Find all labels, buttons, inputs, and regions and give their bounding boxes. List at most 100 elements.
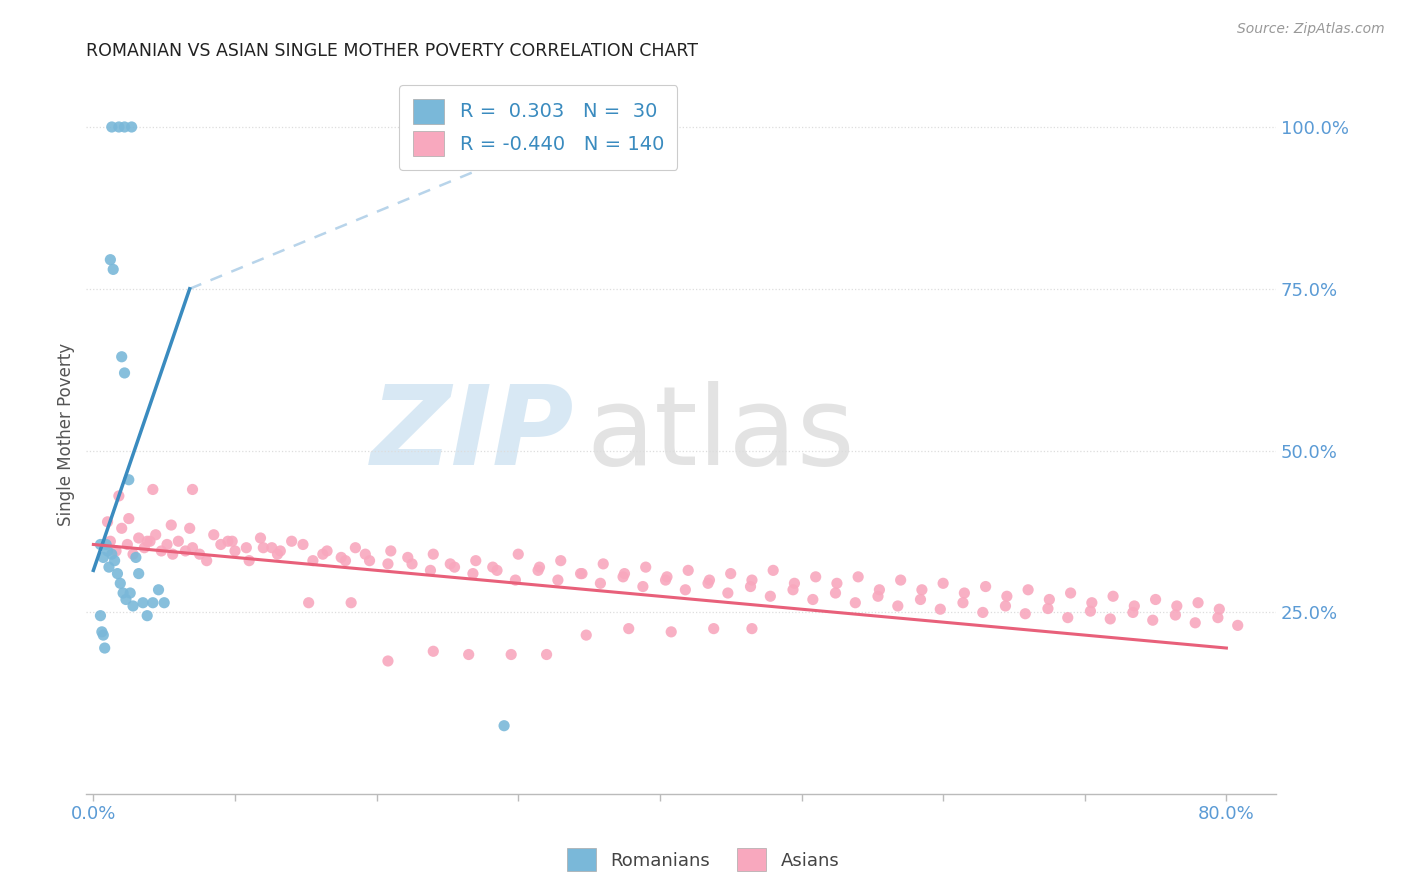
- Point: [592, 557, 614, 571]
- Point: [536, 648, 558, 662]
- Point: [1142, 613, 1164, 627]
- Point: [1144, 592, 1167, 607]
- Text: ZIP: ZIP: [371, 381, 574, 488]
- Point: [103, 262, 125, 277]
- Point: [181, 541, 204, 555]
- Point: [111, 350, 134, 364]
- Point: [96, 515, 118, 529]
- Point: [302, 554, 325, 568]
- Point: [136, 534, 159, 549]
- Point: [844, 596, 866, 610]
- Point: [612, 570, 634, 584]
- Point: [91, 550, 114, 565]
- Point: [128, 531, 150, 545]
- Point: [139, 534, 162, 549]
- Point: [396, 550, 419, 565]
- Point: [162, 547, 184, 561]
- Point: [422, 644, 444, 658]
- Point: [209, 537, 232, 551]
- Point: [824, 586, 846, 600]
- Point: [221, 534, 243, 549]
- Point: [344, 541, 367, 555]
- Point: [481, 560, 503, 574]
- Point: [613, 566, 636, 581]
- Point: [868, 582, 890, 597]
- Point: [1059, 586, 1081, 600]
- Point: [994, 599, 1017, 613]
- Point: [1123, 599, 1146, 613]
- Point: [443, 560, 465, 574]
- Point: [280, 534, 302, 549]
- Point: [181, 483, 204, 497]
- Point: [377, 654, 399, 668]
- Point: [89, 537, 111, 551]
- Point: [401, 557, 423, 571]
- Point: [98, 534, 121, 549]
- Point: [717, 586, 740, 600]
- Point: [1208, 602, 1230, 616]
- Point: [1226, 618, 1249, 632]
- Point: [252, 541, 274, 555]
- Point: [142, 596, 165, 610]
- Point: [128, 566, 150, 581]
- Point: [1206, 610, 1229, 624]
- Point: [112, 586, 135, 600]
- Point: [122, 547, 145, 561]
- Point: [117, 537, 139, 551]
- Point: [153, 596, 176, 610]
- Point: [340, 596, 363, 610]
- Point: [316, 544, 339, 558]
- Point: [804, 570, 827, 584]
- Point: [156, 537, 179, 551]
- Point: [529, 560, 551, 574]
- Point: [195, 554, 218, 568]
- Point: [1080, 604, 1102, 618]
- Point: [134, 541, 156, 555]
- Point: [783, 576, 806, 591]
- Point: [148, 582, 170, 597]
- Point: [266, 547, 288, 561]
- Point: [911, 582, 934, 597]
- Point: [93, 641, 115, 656]
- Point: [741, 622, 763, 636]
- Point: [330, 550, 353, 565]
- Point: [932, 576, 955, 591]
- Legend: Romanians, Asians: Romanians, Asians: [560, 841, 846, 879]
- Point: [312, 547, 335, 561]
- Point: [107, 566, 129, 581]
- Point: [121, 120, 143, 134]
- Point: [101, 120, 124, 134]
- Point: [90, 624, 112, 639]
- Point: [575, 628, 598, 642]
- Point: [298, 596, 321, 610]
- Point: [97, 560, 120, 574]
- Point: [105, 544, 128, 558]
- Point: [111, 521, 134, 535]
- Point: [953, 586, 976, 600]
- Point: [464, 554, 486, 568]
- Point: [150, 544, 173, 558]
- Point: [697, 576, 720, 591]
- Point: [995, 589, 1018, 603]
- Point: [1017, 582, 1039, 597]
- Point: [547, 573, 569, 587]
- Point: [125, 550, 148, 565]
- Point: [457, 648, 479, 662]
- Point: [699, 573, 721, 587]
- Point: [96, 544, 118, 558]
- Point: [188, 547, 211, 561]
- Point: [269, 544, 291, 558]
- Point: [359, 554, 381, 568]
- Point: [122, 599, 145, 613]
- Point: [238, 554, 260, 568]
- Point: [1187, 596, 1209, 610]
- Point: [846, 570, 869, 584]
- Point: [676, 563, 699, 577]
- Point: [1081, 596, 1104, 610]
- Legend: R =  0.303   N =  30, R = -0.440   N = 140: R = 0.303 N = 30, R = -0.440 N = 140: [399, 85, 678, 169]
- Point: [91, 628, 114, 642]
- Point: [654, 573, 676, 587]
- Point: [110, 576, 132, 591]
- Point: [494, 719, 516, 733]
- Point: [659, 624, 682, 639]
